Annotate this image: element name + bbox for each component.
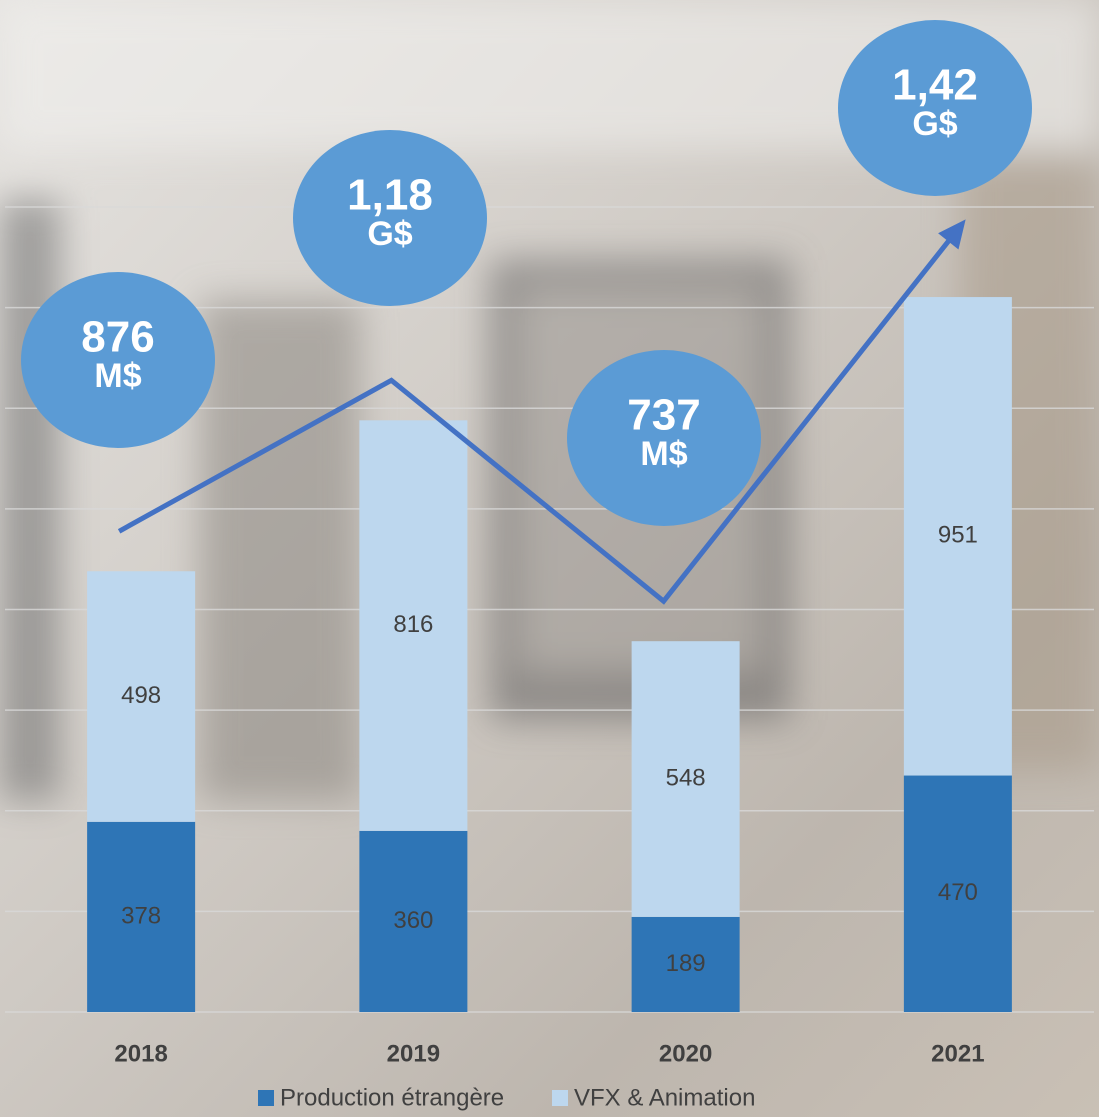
data-label: 189 [666,950,706,977]
bar-segment [631,641,740,917]
legend-label: VFX & Animation [574,1084,755,1111]
total-value: 876 [81,313,154,362]
data-label: 816 [393,611,433,638]
total-bubble [838,20,1032,196]
total-bubble [567,350,761,526]
total-value: 737 [627,391,700,440]
bar-segment [359,830,468,1012]
legend-label: Production étrangère [280,1084,504,1111]
trend-line [117,224,963,605]
bar-segment [903,297,1012,776]
bar-segment [87,821,196,1012]
data-label: 498 [121,682,161,709]
trend-arrowhead [938,219,966,250]
bar-segment [903,775,1012,1012]
total-bubble [21,272,215,448]
x-tick-label: 2018 [114,1040,167,1067]
bar-segment [631,916,740,1012]
total-unit: G$ [367,215,412,253]
total-value: 1,42 [892,61,978,110]
data-label: 548 [666,764,706,791]
legend: Production étrangère VFX & Animation [258,1084,755,1111]
bar-segment [87,571,196,822]
total-unit: M$ [640,435,687,473]
legend-swatch [258,1090,274,1106]
legend-swatch [552,1090,568,1106]
x-tick-label: 2019 [387,1040,440,1067]
total-bubble [293,130,487,306]
data-label: 378 [121,902,161,929]
data-label: 951 [938,522,978,549]
bar-segment [359,420,468,831]
total-unit: M$ [94,357,141,395]
total-value: 1,18 [347,171,433,220]
x-tick-label: 2020 [659,1040,712,1067]
plot: 378 498 2018 360 816 2019 189 548 2020 470 951 2021… [21,20,1032,1067]
x-tick-label: 2021 [931,1040,984,1067]
total-unit: G$ [912,105,957,143]
data-label: 470 [938,879,978,906]
data-label: 360 [393,907,433,934]
